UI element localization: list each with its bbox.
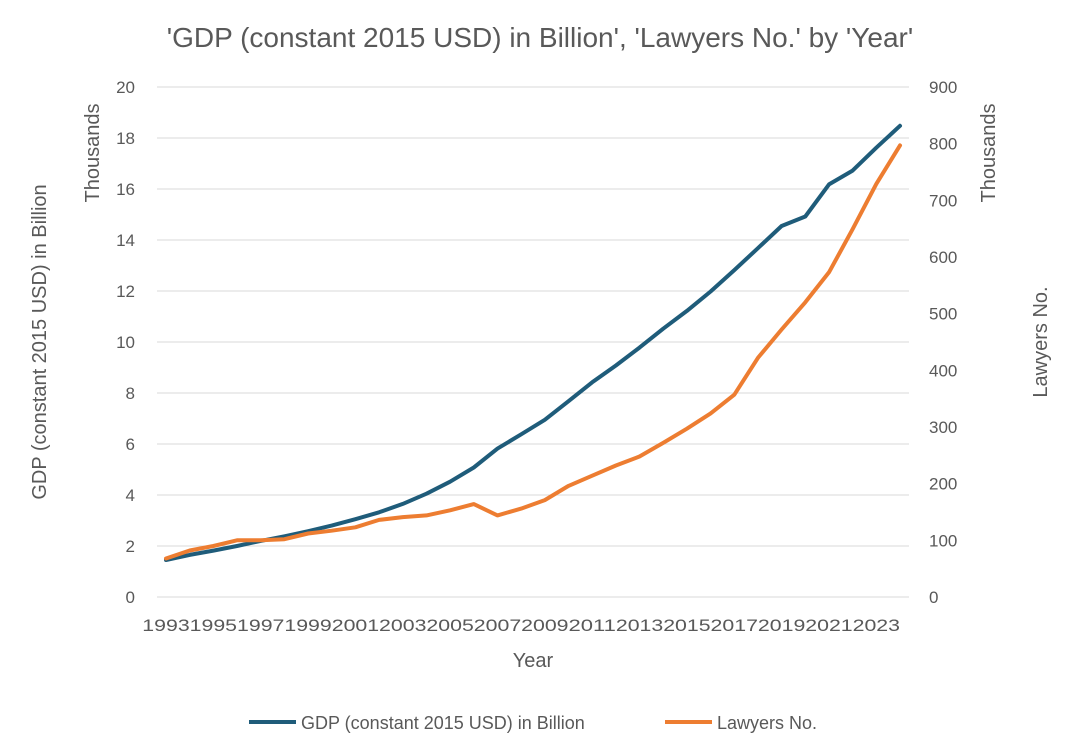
- right-axis-ticks: 0 100 200 300 400 500 600 700 800 900: [929, 78, 957, 607]
- right-tick-label: 700: [929, 191, 957, 210]
- left-tick-label: 10: [116, 333, 135, 352]
- right-tick-label: 800: [929, 135, 957, 154]
- x-axis-ticks: 1993 1995 1997 1999 2001 2003 2005 2007 2009 2011…: [142, 616, 900, 635]
- left-tick-label: 8: [126, 384, 135, 403]
- left-tick-label: 4: [126, 486, 135, 505]
- left-axis-units: Thousands: [82, 104, 104, 203]
- left-tick-label: 20: [116, 78, 135, 97]
- left-tick-label: 14: [116, 231, 135, 250]
- right-axis-title: Lawyers No.: [1030, 286, 1052, 397]
- legend-label-gdp: GDP (constant 2015 USD) in Billion: [301, 713, 585, 733]
- left-axis-title: GDP (constant 2015 USD) in Billion: [29, 184, 51, 499]
- x-tick-label: 2007: [474, 616, 521, 635]
- right-tick-label: 100: [929, 531, 957, 550]
- x-tick-label: 2019: [758, 616, 805, 635]
- right-tick-label: 300: [929, 418, 957, 437]
- x-tick-label: 2021: [805, 616, 852, 635]
- right-tick-label: 500: [929, 305, 957, 324]
- left-tick-label: 6: [126, 435, 135, 454]
- x-tick-label: 2013: [616, 616, 663, 635]
- right-tick-label: 600: [929, 248, 957, 267]
- right-axis-units: Thousands: [978, 104, 1000, 203]
- series-lines: [164, 123, 902, 562]
- x-tick-label: 2011: [568, 616, 615, 635]
- x-tick-label: 2009: [521, 616, 568, 635]
- right-tick-label: 0: [929, 588, 938, 607]
- left-tick-label: 0: [126, 588, 135, 607]
- chart-title: 'GDP (constant 2015 USD) in Billion', 'L…: [167, 22, 913, 53]
- x-tick-label: 1993: [142, 616, 189, 635]
- x-tick-label: 2017: [711, 616, 758, 635]
- right-tick-label: 900: [929, 78, 957, 97]
- left-tick-label: 16: [116, 180, 135, 199]
- gridlines: [157, 86, 909, 598]
- left-tick-label: 2: [126, 537, 135, 556]
- left-axis-ticks: 0 2 4 6 8 10 12 14 16 18 20: [116, 78, 135, 607]
- x-tick-label: 2003: [379, 616, 426, 635]
- left-tick-label: 18: [116, 129, 135, 148]
- right-tick-label: 200: [929, 475, 957, 494]
- legend-label-lawyers: Lawyers No.: [717, 713, 817, 733]
- x-tick-label: 2023: [853, 616, 900, 635]
- x-tick-label: 2005: [426, 616, 473, 635]
- x-tick-label: 2015: [663, 616, 710, 635]
- series-line-lawyers: [164, 143, 902, 561]
- x-axis-title: Year: [513, 650, 554, 672]
- x-tick-label: 1999: [284, 616, 331, 635]
- series-line-gdp: [164, 123, 902, 562]
- right-tick-label: 400: [929, 361, 957, 380]
- x-tick-label: 1995: [190, 616, 237, 635]
- x-tick-label: 1997: [237, 616, 284, 635]
- legend: GDP (constant 2015 USD) in Billion Lawye…: [249, 713, 817, 733]
- x-tick-label: 2001: [332, 616, 379, 635]
- left-tick-label: 12: [116, 282, 135, 301]
